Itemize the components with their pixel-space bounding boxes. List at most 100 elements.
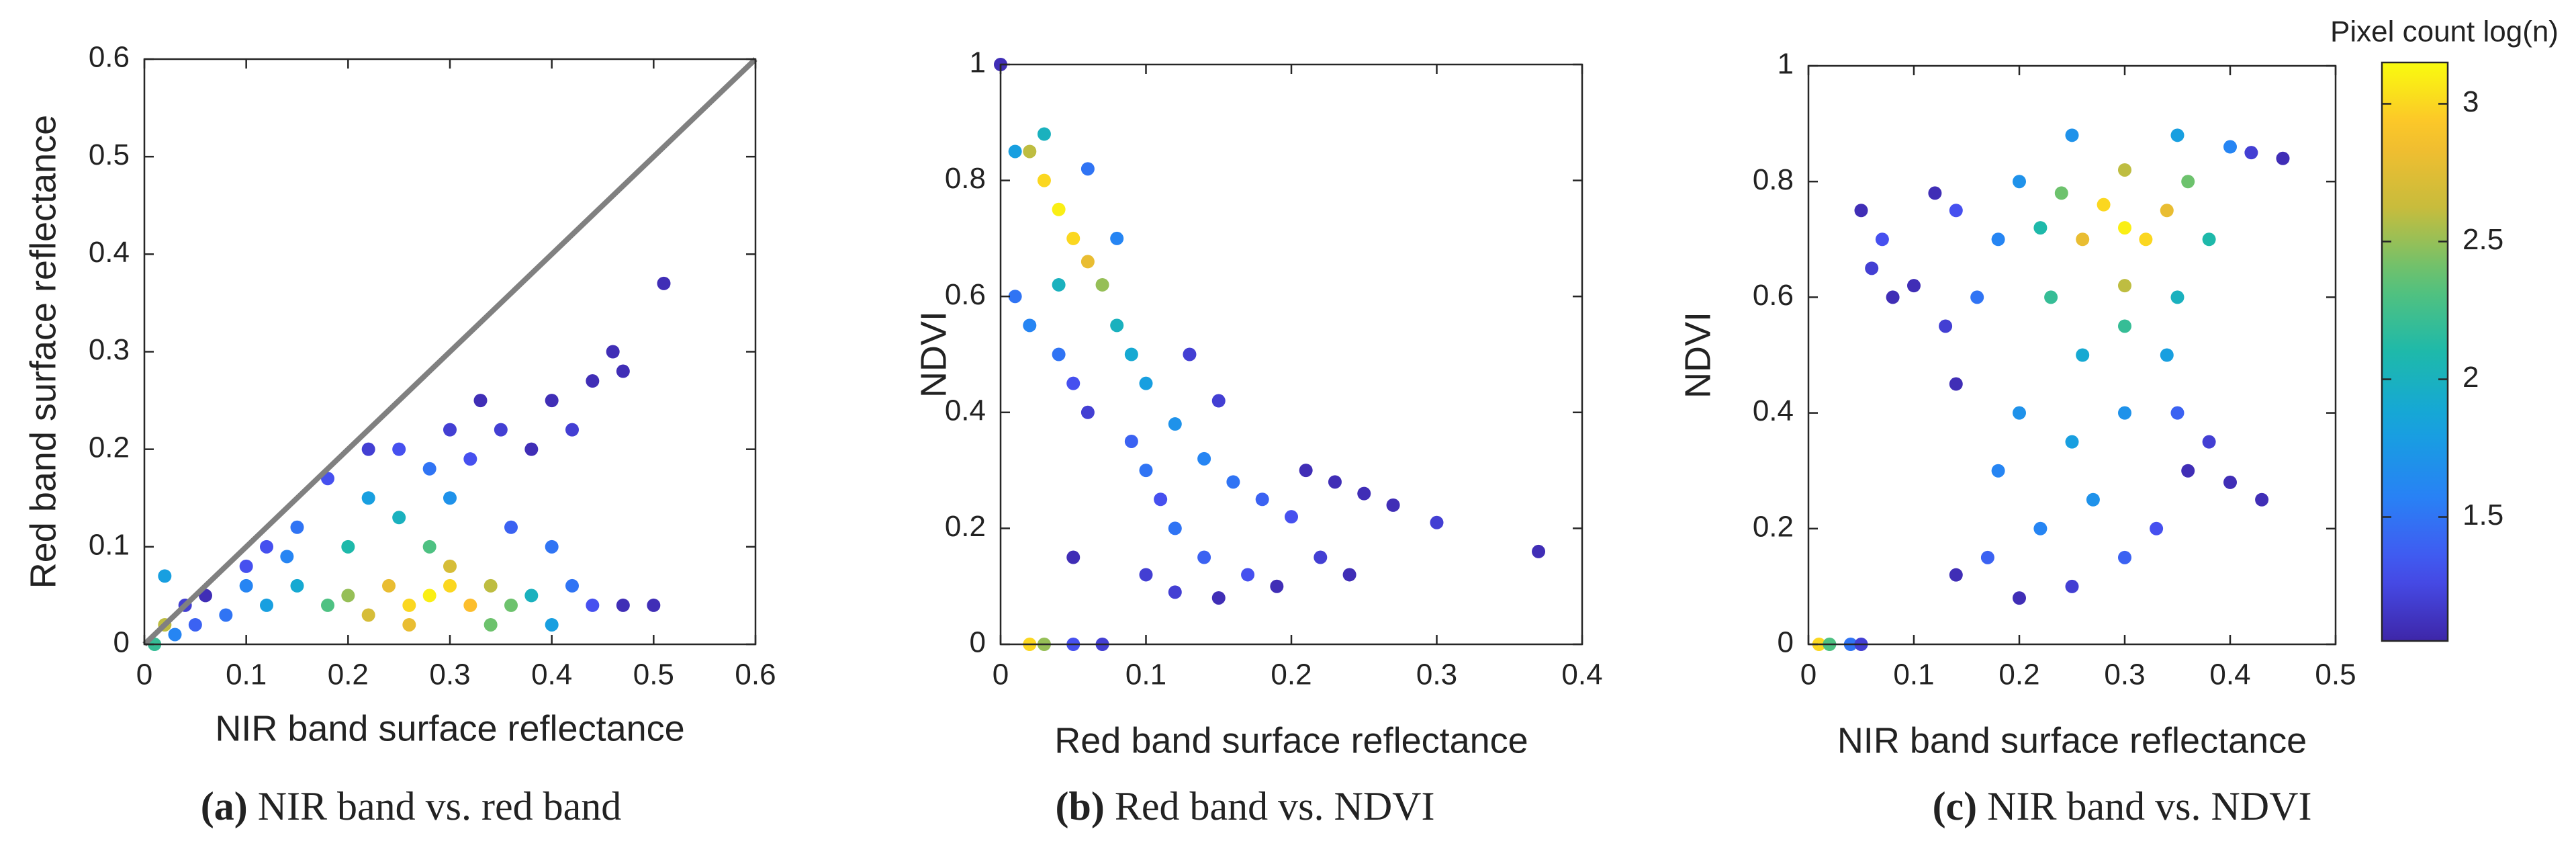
point	[239, 559, 253, 573]
point	[1052, 277, 1066, 292]
point	[1168, 585, 1182, 599]
y-tick-label: 0.6	[1753, 279, 1794, 312]
point	[1008, 144, 1022, 159]
point	[2118, 221, 2131, 235]
point	[1168, 417, 1182, 431]
point	[1080, 405, 1095, 419]
point	[1299, 464, 1313, 478]
point	[463, 452, 477, 466]
point	[1037, 173, 1051, 187]
point	[1197, 451, 1211, 466]
point	[504, 520, 518, 534]
point	[1386, 498, 1400, 512]
point	[1865, 261, 1879, 275]
point	[1970, 290, 1984, 304]
colorbar	[2381, 61, 2449, 642]
point	[2118, 319, 2131, 333]
point	[545, 617, 559, 632]
point	[341, 589, 355, 603]
point	[1949, 377, 1963, 391]
colorbar-title: Pixel count log(n)	[2330, 15, 2559, 48]
point	[1928, 186, 1942, 200]
point	[1949, 204, 1963, 218]
point	[2202, 435, 2216, 449]
point	[1110, 318, 1124, 333]
caption: (b) Red band vs. NDVI	[1056, 784, 1435, 828]
point	[2033, 221, 2048, 235]
point	[392, 511, 406, 525]
point	[2054, 186, 2068, 200]
point	[1052, 202, 1066, 216]
caption-letter: (b)	[1056, 784, 1105, 828]
y-tick-label: 0.5	[89, 138, 130, 171]
point	[382, 578, 396, 593]
x-tick-label: 0	[993, 658, 1009, 691]
point	[1023, 318, 1037, 333]
point	[484, 578, 498, 593]
caption-text: NIR band vs. NDVI	[1977, 784, 2311, 828]
y-tick-label: 0.1	[89, 528, 130, 561]
point	[1991, 232, 2005, 247]
point	[1197, 550, 1211, 564]
y-tick-label: 0	[970, 626, 986, 659]
x-tick-label: 0.1	[1893, 658, 1934, 691]
plot-area	[1808, 66, 2336, 644]
point	[2065, 435, 2079, 449]
point	[1066, 376, 1080, 390]
point	[1532, 544, 1546, 558]
point	[443, 559, 457, 573]
y-tick-label: 1	[970, 46, 986, 79]
point	[1080, 255, 1095, 269]
point	[545, 394, 559, 408]
y-tick-label: 0	[113, 626, 130, 659]
point	[422, 589, 436, 603]
plot-area	[1001, 64, 1582, 644]
point	[280, 550, 294, 564]
point	[443, 578, 457, 593]
point	[2181, 464, 2195, 478]
x-tick-label: 0.6	[735, 658, 776, 691]
point	[443, 491, 457, 505]
x-tick-label: 0.1	[226, 658, 267, 691]
point	[2150, 521, 2164, 535]
point	[1226, 475, 1240, 489]
point	[484, 617, 498, 632]
point	[586, 598, 600, 612]
point	[1066, 550, 1080, 564]
x-tick-label: 0.2	[328, 658, 369, 691]
point	[647, 598, 661, 612]
point	[2223, 140, 2237, 154]
caption-text: Red band vs. NDVI	[1105, 784, 1435, 828]
point	[1886, 290, 1900, 304]
point	[1270, 579, 1284, 593]
point	[2170, 290, 2184, 304]
y-tick-label: 0.6	[945, 278, 986, 311]
x-axis-label: NIR band surface reflectance	[1837, 720, 2307, 761]
point	[239, 578, 253, 593]
x-tick-label: 0.5	[633, 658, 674, 691]
point	[402, 598, 416, 612]
x-tick-label: 0.2	[1998, 658, 2039, 691]
x-tick-label: 0.5	[2315, 658, 2356, 691]
point	[1907, 279, 1921, 293]
point	[158, 569, 172, 583]
x-tick-label: 0.3	[2104, 658, 2145, 691]
point	[361, 491, 375, 505]
point	[422, 540, 436, 554]
point	[188, 617, 202, 632]
y-tick-label: 0.2	[89, 431, 130, 464]
point	[1154, 492, 1168, 507]
point	[1110, 231, 1124, 245]
point	[443, 423, 457, 437]
point	[2223, 475, 2237, 489]
point	[2244, 146, 2258, 160]
colorbar-tick-label: 2	[2463, 361, 2479, 394]
caption-letter: (c)	[1933, 784, 1978, 828]
point	[1139, 376, 1153, 390]
point	[606, 345, 620, 359]
x-tick-label: 0	[1800, 658, 1816, 691]
y-axis-label: NDVI	[913, 311, 954, 398]
point	[1854, 204, 1868, 218]
point	[473, 394, 488, 408]
point	[1980, 550, 1994, 564]
